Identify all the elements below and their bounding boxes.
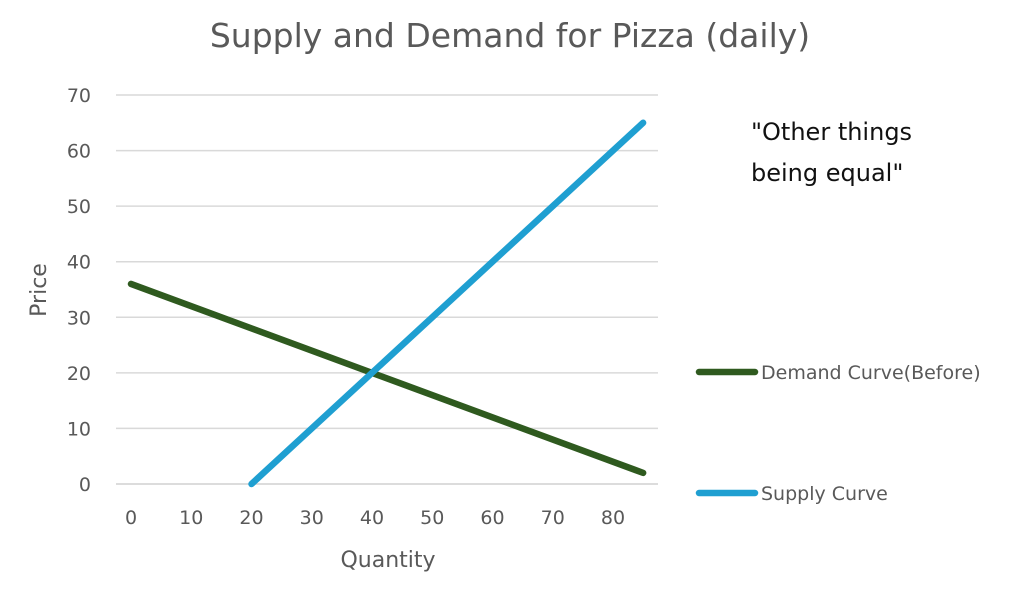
x-tick-label: 60	[480, 507, 504, 529]
x-axis-ticks: 0 10 20 30 40 50 60 70 80	[125, 507, 625, 529]
y-tick-label: 30	[67, 307, 91, 329]
annotation: "Other things being equal"	[751, 118, 912, 187]
y-tick-label: 70	[67, 85, 91, 107]
demand-curve-line	[127, 280, 647, 477]
x-tick-label: 40	[360, 507, 384, 529]
x-axis-label: Quantity	[340, 548, 435, 573]
y-tick-label: 0	[79, 474, 91, 496]
x-tick-label: 10	[179, 507, 203, 529]
x-tick-label: 50	[420, 507, 444, 529]
legend: Demand Curve(Before) Supply Curve	[695, 362, 981, 505]
y-tick-label: 10	[67, 418, 91, 440]
y-axis-ticks: 0 10 20 30 40 50 60 70	[67, 85, 91, 496]
gridlines	[116, 94, 658, 485]
supply-curve-line	[248, 119, 647, 488]
annotation-line: being equal"	[751, 159, 903, 187]
legend-item-demand: Demand Curve(Before)	[695, 362, 981, 384]
annotation-line: "Other things	[751, 118, 912, 146]
x-tick-label: 80	[601, 507, 625, 529]
chart-title: Supply and Demand for Pizza (daily)	[210, 16, 810, 55]
legend-label: Supply Curve	[761, 483, 888, 505]
series-layer	[127, 119, 647, 488]
y-tick-label: 60	[67, 141, 91, 163]
y-tick-label: 40	[67, 252, 91, 274]
y-axis-label: Price	[27, 263, 52, 317]
legend-item-supply: Supply Curve	[695, 483, 888, 505]
legend-label: Demand Curve(Before)	[761, 362, 981, 384]
x-tick-label: 20	[239, 507, 263, 529]
y-tick-label: 50	[67, 196, 91, 218]
x-tick-label: 30	[300, 507, 324, 529]
y-tick-label: 20	[67, 363, 91, 385]
x-tick-label: 70	[541, 507, 565, 529]
x-tick-label: 0	[125, 507, 137, 529]
